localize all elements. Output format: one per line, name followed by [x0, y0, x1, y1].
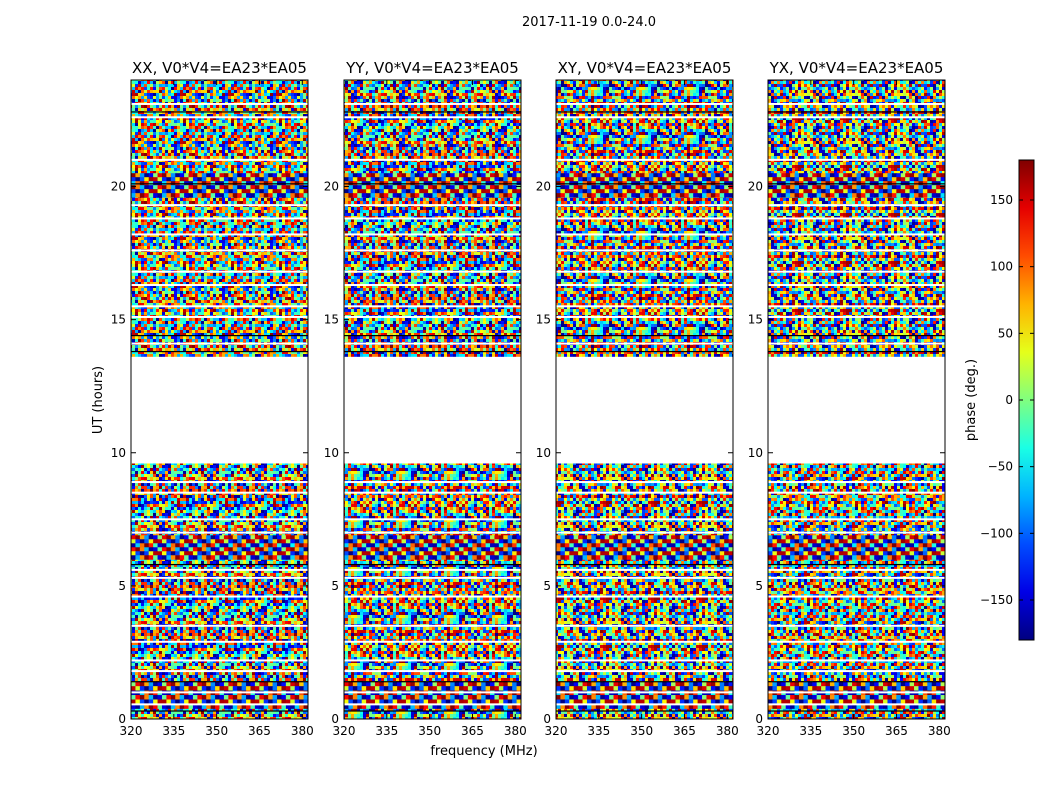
- panel-frame: [767, 79, 946, 720]
- y-tick-label: 5: [118, 579, 126, 593]
- y-tick-label: 15: [111, 313, 126, 327]
- y-tick-label: 15: [536, 313, 551, 327]
- x-tick-label: 380: [928, 724, 951, 738]
- y-tick-label: 5: [543, 579, 551, 593]
- y-tick-label: 20: [536, 180, 551, 194]
- panel-title: YY, V0*V4=EA23*EA05: [345, 59, 519, 77]
- x-tick-label: 380: [504, 724, 527, 738]
- x-tick-label: 365: [248, 724, 271, 738]
- heatmap-image: [131, 80, 309, 719]
- panel-4: YX, V0*V4=EA23*EA05 320 335 350 365 380 0 5 10 15…: [748, 59, 951, 738]
- panel-title: XY, V0*V4=EA23*EA05: [558, 59, 732, 77]
- colorbar-tick-label: 150: [990, 193, 1013, 207]
- x-tick-label: 320: [545, 724, 568, 738]
- heatmap-image: [768, 80, 946, 719]
- panel-3: XY, V0*V4=EA23*EA05 320 335 350 365 380 0 5 10 15…: [536, 59, 739, 738]
- x-tick-label: 320: [333, 724, 356, 738]
- y-tick-label: 0: [755, 712, 763, 726]
- x-axis-label: frequency (MHz): [430, 744, 537, 759]
- x-tick-label: 365: [673, 724, 696, 738]
- y-tick-label: 20: [748, 180, 763, 194]
- x-tick-label: 365: [885, 724, 908, 738]
- panels: XX, V0*V4=EA23*EA05 320 335 350 365 380 0 5 10 15…: [111, 59, 951, 738]
- y-tick-label: 10: [748, 446, 763, 460]
- panel-2: YY, V0*V4=EA23*EA05 320 335 350 365 380 0 5 10 15…: [324, 59, 527, 738]
- panel-frame: [130, 79, 309, 720]
- x-tick-label: 380: [291, 724, 314, 738]
- colorbar-tick-label: −50: [988, 460, 1013, 474]
- x-tick-label: 320: [757, 724, 780, 738]
- panel-frame: [555, 79, 734, 720]
- y-tick-label: 5: [755, 579, 763, 593]
- colorbar-label: phase (deg.): [964, 359, 979, 441]
- y-tick-label: 15: [324, 313, 339, 327]
- y-axis-label: UT (hours): [91, 366, 106, 434]
- y-tick-label: 10: [536, 446, 551, 460]
- y-tick-label: 0: [118, 712, 126, 726]
- y-tick-label: 0: [543, 712, 551, 726]
- x-tick-label: 350: [205, 724, 228, 738]
- x-tick-label: 320: [120, 724, 143, 738]
- heatmap-image: [556, 80, 734, 719]
- x-tick-label: 350: [842, 724, 865, 738]
- heatmap-image: [344, 80, 522, 719]
- figure-suptitle: 2017-11-19 0.0-24.0: [522, 15, 656, 30]
- colorbar-tick-label: −150: [980, 593, 1013, 607]
- x-tick-label: 335: [162, 724, 185, 738]
- x-tick-label: 335: [587, 724, 610, 738]
- colorbar-tick-label: 100: [990, 260, 1013, 274]
- x-tick-label: 365: [461, 724, 484, 738]
- x-tick-label: 335: [375, 724, 398, 738]
- panel-title: XX, V0*V4=EA23*EA05: [132, 59, 307, 77]
- panel-1: XX, V0*V4=EA23*EA05 320 335 350 365 380 0 5 10 15…: [111, 59, 314, 738]
- panel-title: YX, V0*V4=EA23*EA05: [769, 59, 944, 77]
- panel-frame: [343, 79, 522, 720]
- y-tick-label: 15: [748, 313, 763, 327]
- x-tick-label: 350: [418, 724, 441, 738]
- colorbar-tick-label: 0: [1005, 393, 1013, 407]
- y-tick-label: 10: [111, 446, 126, 460]
- y-tick-label: 5: [331, 579, 339, 593]
- colorbar: phase (deg.) 150 100 50 0 −50 −100 −150: [964, 159, 1035, 641]
- colorbar-tick-label: −100: [980, 526, 1013, 540]
- y-tick-label: 20: [111, 180, 126, 194]
- x-tick-label: 380: [716, 724, 739, 738]
- x-tick-label: 350: [630, 724, 653, 738]
- x-tick-label: 335: [799, 724, 822, 738]
- y-tick-label: 10: [324, 446, 339, 460]
- y-tick-label: 20: [324, 180, 339, 194]
- y-tick-label: 0: [331, 712, 339, 726]
- colorbar-tick-label: 50: [998, 326, 1013, 340]
